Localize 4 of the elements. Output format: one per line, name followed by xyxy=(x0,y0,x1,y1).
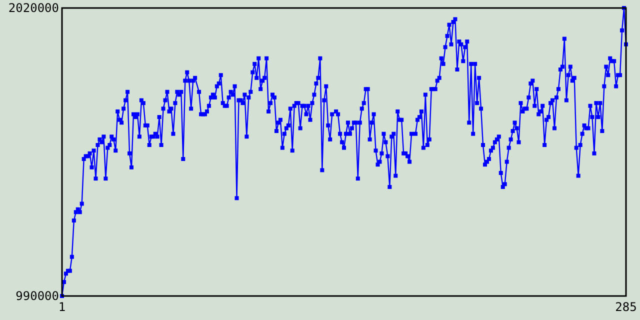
y-tick-label: 2020000 xyxy=(8,1,59,16)
y-tick-label: 990000 xyxy=(16,289,59,304)
x-tick-label: 1 xyxy=(58,300,66,314)
x-tick-label: 285 xyxy=(615,300,637,314)
